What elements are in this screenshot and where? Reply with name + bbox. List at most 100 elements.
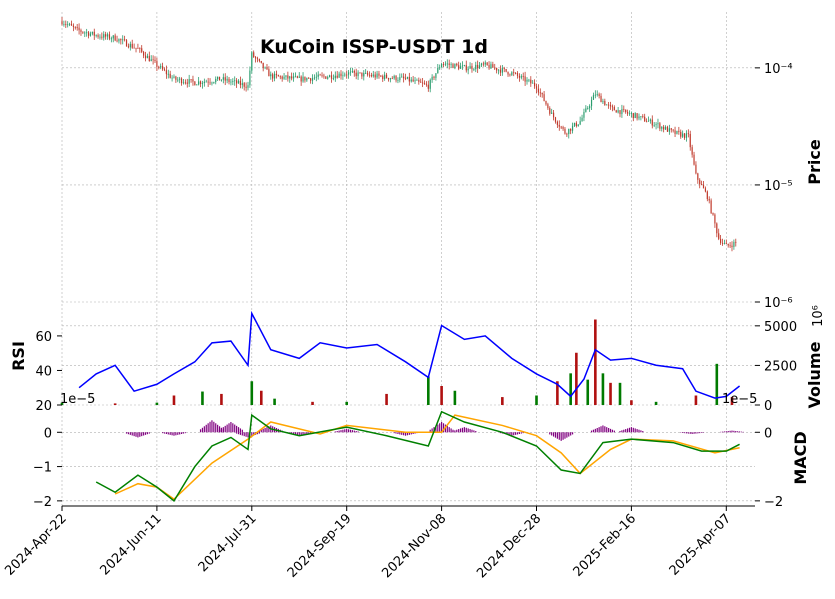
price-candle-body: [575, 122, 577, 127]
volume-axis-label: Volume: [805, 341, 824, 408]
macd-histogram-bar: [740, 431, 743, 433]
price-candle-body: [154, 59, 156, 62]
price-candle-body: [338, 73, 340, 78]
macd-histogram-bar: [215, 423, 217, 433]
price-candle-body: [693, 154, 695, 165]
price-candle-body: [211, 82, 213, 84]
price-candle-body: [492, 64, 494, 68]
price-candle-body: [144, 55, 147, 59]
price-candle-body: [672, 129, 674, 131]
macd-right-tick-label: −2: [764, 495, 783, 510]
macd-histogram-bar: [148, 432, 150, 434]
price-candle-body: [600, 95, 602, 103]
macd-histogram-bar: [435, 425, 437, 433]
price-candle-body: [723, 242, 726, 244]
price-candle-body: [712, 213, 714, 215]
price-candle-body: [319, 74, 321, 76]
macd-histogram-bar: [346, 428, 348, 433]
price-tick-label: 10⁻⁵: [764, 179, 793, 194]
price-candle-body: [131, 43, 133, 48]
macd-histogram-bar: [256, 432, 259, 435]
price-candle-body: [625, 109, 627, 113]
price-candle-body: [642, 116, 644, 117]
volume-bar: [586, 379, 590, 405]
price-candle-body: [239, 80, 242, 85]
price-candle-body: [236, 80, 238, 84]
macd-histogram-bar: [738, 431, 741, 433]
price-candle-body: [325, 76, 327, 79]
volume-bar: [601, 373, 605, 405]
macd-histogram-bar: [137, 432, 139, 438]
price-candle-body: [397, 80, 399, 81]
macd-histogram-bar: [209, 421, 211, 433]
price-candle-body: [87, 32, 90, 36]
x-tick-label: 2024-Dec-28: [474, 511, 544, 581]
price-candle-body: [448, 63, 450, 65]
rsi-panel: [78, 310, 741, 399]
price-candle-body: [308, 78, 310, 79]
price-candle-body: [486, 62, 488, 65]
macd-histogram-bar: [294, 432, 297, 435]
macd-panel: [95, 410, 744, 502]
price-candle-body: [638, 116, 640, 119]
price-candle-body: [270, 74, 272, 77]
macd-histogram-bar: [135, 432, 137, 437]
macd-histogram-bar: [571, 432, 574, 435]
price-candle-body: [232, 81, 234, 82]
price-candle-body: [674, 130, 676, 134]
price-candle-body: [180, 78, 183, 84]
macd-right-tick-label: 0: [764, 426, 772, 441]
macd-histogram-bar: [397, 432, 399, 434]
volume-bar: [730, 397, 734, 405]
price-candle-body: [606, 104, 608, 106]
macd-histogram-bar: [463, 427, 465, 433]
volume-bar: [250, 381, 254, 405]
price-candle-body: [317, 74, 319, 77]
price-tick-label: 10⁻⁶: [764, 296, 793, 311]
macd-histogram-bar: [236, 425, 238, 433]
price-candle-body: [156, 61, 158, 67]
price-candle-body: [226, 78, 228, 81]
macd-histogram-bar: [613, 430, 615, 433]
price-candle-body: [378, 73, 380, 76]
price-candle-body: [632, 113, 634, 119]
price-candle-body: [720, 238, 722, 243]
price-candle-body: [708, 199, 710, 201]
price-candle-body: [218, 76, 221, 81]
price-candle-body: [363, 73, 365, 77]
price-candle-body: [243, 83, 245, 87]
price-candle-body: [161, 66, 164, 70]
price-candle-body: [292, 76, 295, 79]
macd-histogram-bar: [723, 431, 725, 433]
price-candle-body: [342, 75, 344, 77]
price-candle-body: [649, 119, 651, 121]
price-candle-body: [355, 72, 357, 77]
macd-histogram-bar: [431, 428, 433, 433]
price-candle-body: [482, 63, 484, 65]
price-candle-body: [63, 24, 65, 25]
price-candle-body: [433, 76, 435, 78]
price-candle-body: [701, 184, 703, 185]
price-candle-body: [716, 223, 718, 234]
macd-histogram-bar: [292, 432, 295, 435]
macd-histogram-bar: [689, 432, 691, 434]
volume-bar: [273, 398, 276, 405]
price-candle-body: [488, 64, 490, 69]
price-candle-body: [165, 70, 167, 75]
price-candle-body: [76, 27, 78, 29]
price-candle-body: [91, 31, 93, 34]
price-candle-body: [84, 32, 86, 34]
macd-histogram-bar: [404, 432, 407, 436]
price-candle-body: [590, 99, 593, 107]
price-candle-body: [374, 74, 376, 78]
price-candle-body: [298, 76, 300, 78]
rsi-tick-label: 60: [35, 330, 52, 345]
price-candle-body: [459, 66, 462, 69]
price-candle-body: [203, 81, 205, 84]
price-candle-body: [552, 112, 555, 118]
price-candle-body: [465, 65, 467, 71]
price-candle-body: [122, 39, 124, 41]
price-candle-body: [198, 81, 200, 85]
price-candle-body: [347, 72, 350, 75]
macd-histogram-bar: [699, 432, 701, 434]
